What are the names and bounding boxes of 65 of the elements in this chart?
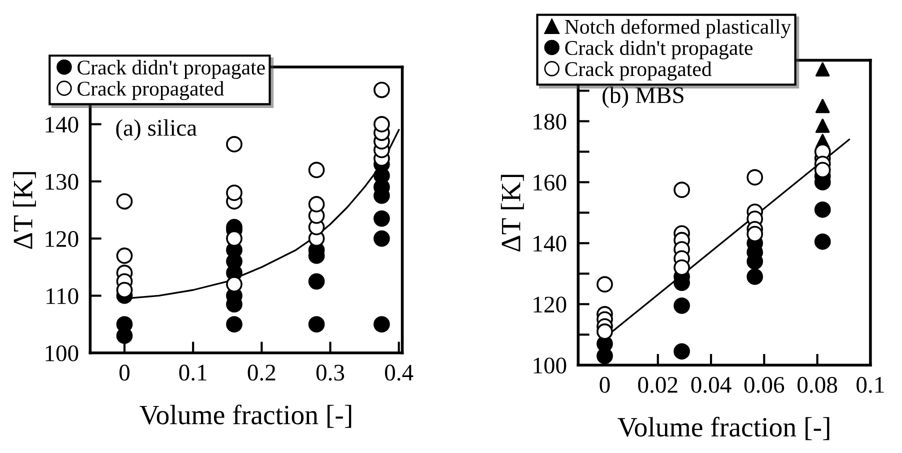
y-tick-label: 140: [534, 236, 566, 252]
point: [674, 297, 690, 314]
x-axis-title: Volume fraction [-]: [618, 416, 830, 440]
point: [374, 210, 390, 227]
point: [374, 316, 390, 332]
y-tick-label: 110: [46, 288, 78, 304]
x-tick-label: 0.1: [179, 364, 206, 381]
point: [116, 316, 133, 332]
point: [226, 316, 242, 332]
point: [374, 230, 390, 247]
annotation: (b) MBS: [602, 86, 684, 108]
point: [815, 98, 830, 114]
y-tick-label: 130: [46, 174, 78, 190]
point: [815, 118, 830, 133]
point: [308, 196, 325, 212]
point: [674, 259, 690, 276]
x-axis-title: Volume fraction [-]: [140, 404, 352, 428]
point: [674, 343, 690, 360]
point: [226, 136, 242, 152]
point: [308, 273, 325, 290]
point: [746, 169, 764, 186]
point: [374, 116, 390, 132]
point: [308, 162, 325, 178]
x-tick-label: 0.08: [798, 376, 838, 393]
y-tick-label: 140: [46, 116, 78, 133]
point: [596, 276, 613, 293]
point: [116, 248, 133, 264]
x-tick-label: 0.4: [385, 364, 414, 381]
point: [746, 226, 764, 242]
point: [116, 193, 133, 210]
x-tick-label: 0.06: [744, 376, 784, 393]
x-tick-label: 0.04: [691, 376, 732, 393]
y-axis-title: ΔT [K]: [12, 172, 36, 249]
legend-label: Crack didn't propagate: [78, 60, 265, 79]
point: [746, 268, 764, 285]
y-tick-label: 120: [534, 296, 566, 313]
annotation: (a) silica: [116, 119, 197, 141]
x-tick-label: 0.2: [248, 364, 276, 381]
point: [226, 184, 242, 202]
x-tick-label: 0: [119, 364, 130, 381]
y-tick-label: 100: [534, 358, 566, 374]
point: [814, 201, 831, 218]
point: [596, 323, 613, 340]
legend-label: Crack didn't propagate: [565, 40, 752, 60]
x-tick-label: 0: [600, 376, 610, 393]
legend-label: Crack propagated: [565, 62, 712, 80]
legend-label: Crack propagated: [78, 81, 224, 100]
point: [674, 182, 690, 198]
y-tick-label: 120: [46, 231, 78, 247]
point: [226, 230, 242, 247]
point: [814, 233, 831, 250]
point: [116, 282, 133, 298]
x-tick-label: 0.02: [638, 376, 678, 393]
point: [226, 276, 242, 292]
point: [814, 162, 831, 178]
y-tick-label: 160: [534, 174, 566, 191]
x-tick-label: 0.3: [316, 364, 344, 381]
point: [374, 82, 390, 98]
y-tick-label: 180: [534, 114, 566, 130]
point: [308, 316, 325, 332]
legend-label: Notch deformed plastically: [564, 18, 792, 38]
y-axis-title: ΔT [K]: [500, 174, 524, 252]
y-tick-label: 100: [46, 345, 78, 362]
point: [815, 62, 830, 77]
x-tick-label: 0.1: [856, 376, 884, 393]
